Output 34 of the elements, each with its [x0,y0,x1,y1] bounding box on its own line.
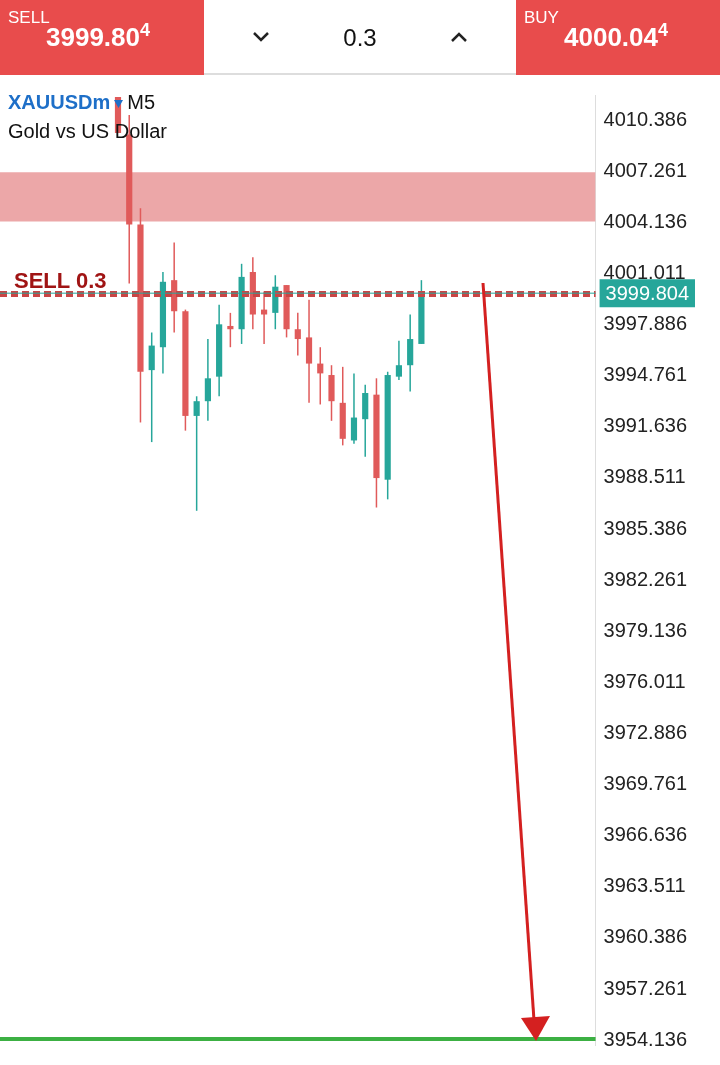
y-tick-label: 3991.636 [603,414,687,437]
candlestick [204,338,211,422]
candlestick [193,395,200,512]
text: 4000.04$^{4}$ [564,20,668,53]
y-tick-label: 3966.636 [603,823,687,846]
y-tick-label: 4004.136 [603,209,687,232]
annotation: M5 [127,91,156,113]
candlestick [395,339,403,381]
text: SELL [8,8,50,28]
y-tick-label: 3960.386 [603,925,687,948]
y-tick-label: 3988.511 [603,465,686,488]
y-tick-label: 3979.136 [603,618,687,641]
y-tick-label: 3957.261 [603,976,687,999]
y-tick-label: 3969.761 [603,772,687,795]
y-tick-label: 3985.386 [603,516,687,539]
text: BUY [524,8,559,28]
y-tick-label: 3994.761 [603,363,687,386]
candlestick [350,372,358,445]
y-tick-label: 3972.886 [603,720,687,743]
y-tick-label: 4007.261 [603,158,687,181]
y-tick-label: 4010.386 [603,107,687,130]
text: 0.3 [342,24,378,52]
candlestick [294,312,301,357]
y-tick-label: 3982.261 [603,567,687,590]
y-tick-label: 4001.011 [603,260,686,283]
y-tick-label: 3954.136 [603,1027,687,1050]
candlestick [260,290,268,345]
y-tick-label: 3976.011 [603,669,686,692]
candlestick [227,312,234,348]
y-tick-label: 3997.886 [603,312,687,335]
y-tick-label: 3963.511 [603,874,686,897]
ref-line-label: SELL 0.3 [14,268,107,294]
ref-line-label: 3999.804 [605,281,689,304]
chart-title: XAUUSDm [8,91,111,113]
